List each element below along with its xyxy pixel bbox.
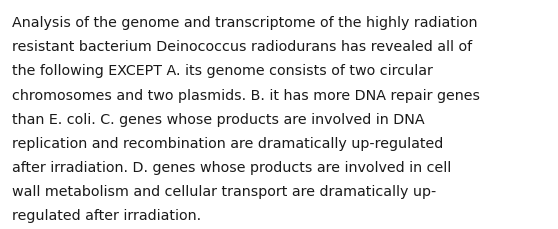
Text: replication and recombination are dramatically up-regulated: replication and recombination are dramat… bbox=[12, 136, 444, 150]
Text: after irradiation. D. genes whose products are involved in cell: after irradiation. D. genes whose produc… bbox=[12, 160, 451, 174]
Text: wall metabolism and cellular transport are dramatically up-: wall metabolism and cellular transport a… bbox=[12, 184, 436, 198]
Text: Analysis of the genome and transcriptome of the highly radiation: Analysis of the genome and transcriptome… bbox=[12, 16, 478, 30]
Text: than E. coli. C. genes whose products are involved in DNA: than E. coli. C. genes whose products ar… bbox=[12, 112, 425, 126]
Text: regulated after irradiation.: regulated after irradiation. bbox=[12, 208, 201, 222]
Text: the following EXCEPT A. its genome consists of two circular: the following EXCEPT A. its genome consi… bbox=[12, 64, 433, 78]
Text: resistant bacterium Deinococcus radiodurans has revealed all of: resistant bacterium Deinococcus radiodur… bbox=[12, 40, 473, 54]
Text: chromosomes and two plasmids. B. it has more DNA repair genes: chromosomes and two plasmids. B. it has … bbox=[12, 88, 480, 102]
